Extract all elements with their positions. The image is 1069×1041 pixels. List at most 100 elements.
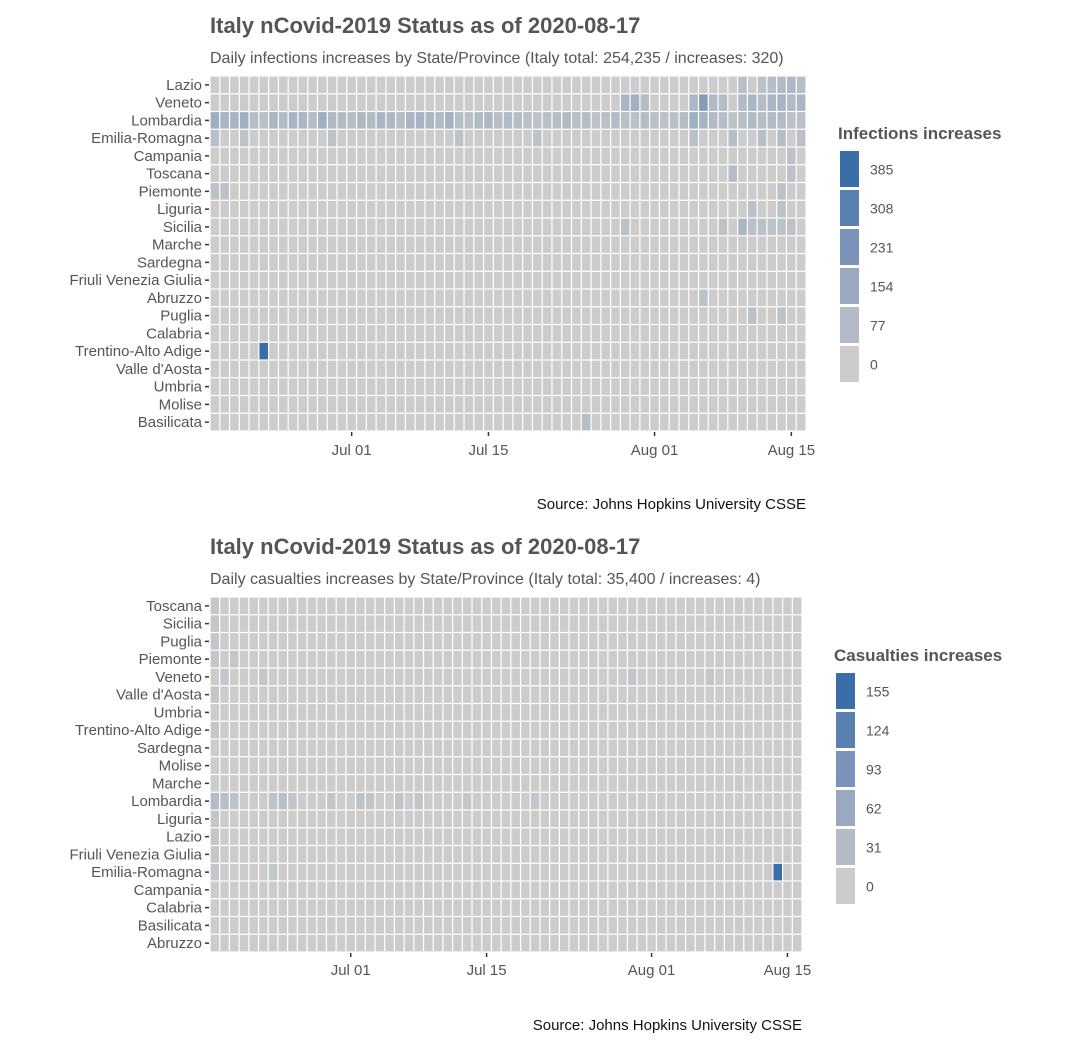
heatmap-cell	[695, 792, 705, 810]
heatmap-cell	[572, 94, 581, 111]
heatmap-cell	[513, 129, 523, 147]
heatmap-cell	[627, 881, 637, 899]
heatmap-cell	[210, 129, 220, 147]
heatmap-cell	[728, 289, 738, 307]
heatmap-cell	[288, 899, 297, 916]
heatmap-cell	[278, 76, 288, 94]
heatmap-cell	[705, 934, 715, 952]
heatmap-cell	[443, 934, 453, 952]
y-tick-label: Marche	[152, 775, 202, 792]
heatmap-cell	[376, 342, 386, 360]
heatmap-cell	[699, 76, 708, 94]
heatmap-cell	[792, 810, 802, 828]
heatmap-cell	[414, 739, 423, 757]
heatmap-cell	[424, 881, 433, 899]
y-tick-label: Basilicata	[138, 917, 203, 934]
heatmap-cell	[796, 147, 806, 165]
heatmap-cell	[386, 254, 396, 271]
heatmap-cell	[462, 721, 472, 739]
heatmap-cell	[747, 165, 757, 182]
heatmap-cell	[259, 271, 269, 289]
heatmap-cell	[220, 112, 229, 129]
heatmap-cell	[744, 846, 753, 863]
heatmap-cell	[406, 271, 415, 289]
heatmap-cell	[474, 378, 483, 395]
legend-label: 231	[870, 240, 894, 256]
heatmap-cell	[511, 686, 520, 703]
heatmap-cell	[493, 413, 503, 431]
heatmap-cell	[493, 271, 503, 289]
heatmap-cell	[503, 254, 513, 271]
heatmap-cell	[503, 378, 513, 395]
heatmap-cell	[763, 917, 773, 934]
heatmap-cell	[540, 615, 550, 632]
heatmap-cell	[365, 846, 375, 863]
heatmap-cell	[454, 360, 464, 378]
heatmap-cell	[336, 899, 346, 916]
heatmap-cell	[796, 236, 806, 253]
heatmap-cell	[591, 413, 601, 431]
heatmap-cell	[523, 147, 532, 165]
heatmap-cell	[288, 236, 298, 253]
heatmap-cell	[288, 615, 297, 632]
heatmap-cell	[792, 704, 802, 721]
y-tick-label: Lazio	[166, 77, 202, 94]
heatmap-cell	[357, 147, 366, 165]
heatmap-cell	[433, 828, 443, 845]
heatmap-cell	[394, 739, 404, 757]
heatmap-cell	[210, 413, 220, 431]
heatmap-cell	[288, 668, 297, 686]
heatmap-cell	[705, 597, 715, 615]
heatmap-cell	[424, 792, 433, 810]
heatmap-cell	[728, 360, 738, 378]
heatmap-cell	[598, 686, 608, 703]
heatmap-cell	[445, 218, 454, 236]
heatmap-cell	[259, 342, 269, 360]
heatmap-cell	[493, 396, 503, 413]
heatmap-cell	[317, 597, 326, 615]
heatmap-cell	[365, 881, 375, 899]
heatmap-cell	[406, 289, 415, 307]
heatmap-cell	[589, 792, 598, 810]
heatmap-cell	[210, 112, 220, 129]
legend-label: 155	[866, 684, 890, 700]
heatmap-cell	[591, 378, 601, 395]
heatmap-cell	[415, 413, 425, 431]
heatmap-cell	[472, 775, 482, 792]
heatmap-cell	[375, 828, 385, 845]
heatmap-cell	[611, 413, 620, 431]
heatmap-cell	[462, 597, 472, 615]
heatmap-cell	[445, 396, 454, 413]
heatmap-cell	[230, 307, 239, 324]
heatmap-cell	[366, 342, 376, 360]
heatmap-cell	[454, 342, 464, 360]
heatmap-cell	[579, 934, 588, 952]
heatmap-cell	[523, 165, 532, 182]
heatmap-cell	[734, 881, 744, 899]
heatmap-cell	[278, 668, 288, 686]
heatmap-cell	[298, 254, 308, 271]
heatmap-cell	[501, 615, 511, 632]
heatmap-cell	[792, 899, 802, 916]
heatmap-cell	[618, 704, 627, 721]
heatmap-cell	[747, 271, 757, 289]
heatmap-cell	[777, 76, 786, 94]
heatmap-cell	[462, 668, 472, 686]
heatmap-cell	[424, 721, 433, 739]
heatmap-cell	[365, 863, 375, 881]
heatmap-cell	[220, 668, 229, 686]
heatmap-cell	[454, 325, 464, 342]
heatmap-cell	[640, 183, 650, 200]
heatmap-cell	[792, 846, 802, 863]
heatmap-cell	[396, 129, 405, 147]
heatmap-cell	[249, 325, 259, 342]
heatmap-cell	[482, 775, 491, 792]
heatmap-cell	[318, 396, 327, 413]
heatmap-cell	[718, 236, 728, 253]
heatmap-cell	[366, 129, 376, 147]
heatmap-cell	[787, 112, 796, 129]
heatmap-cell	[357, 360, 366, 378]
heatmap-cell	[288, 792, 297, 810]
heatmap-cell	[767, 94, 777, 111]
heatmap-cell	[501, 686, 511, 703]
